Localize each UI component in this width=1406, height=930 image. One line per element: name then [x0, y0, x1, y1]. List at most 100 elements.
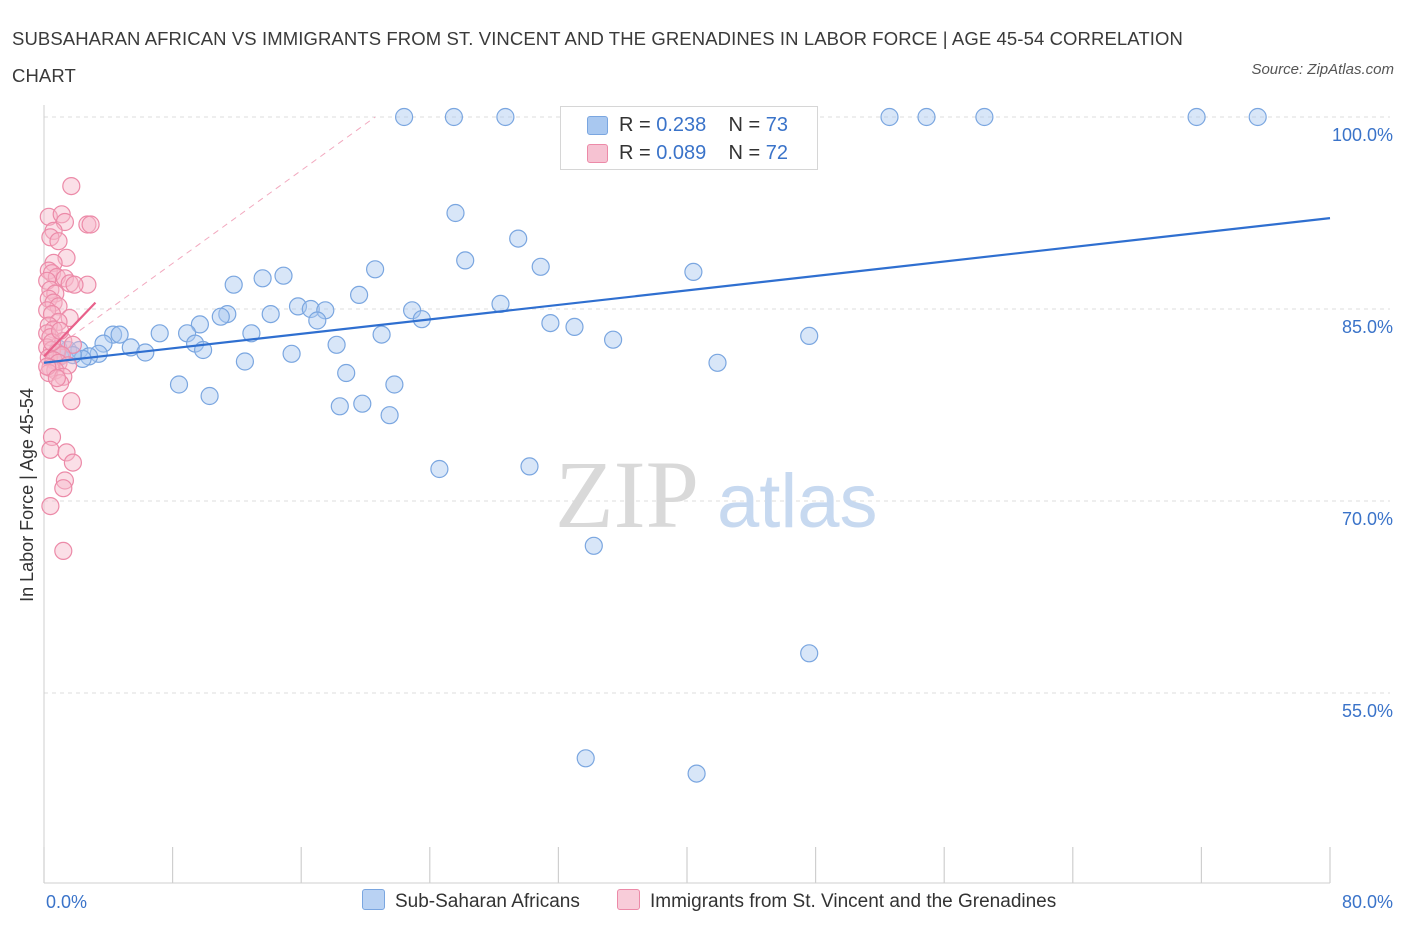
data-point-pink — [62, 177, 81, 196]
data-point-blue — [1187, 107, 1206, 127]
data-point-blue — [531, 257, 550, 276]
data-point-pink — [62, 392, 81, 411]
data-point-blue — [366, 260, 385, 279]
data-point-blue — [190, 315, 209, 334]
legend-n-label: N = — [728, 114, 761, 136]
data-point-blue — [211, 307, 230, 326]
y-tick-label: 70.0% — [1342, 509, 1393, 529]
data-point-pink — [57, 443, 76, 462]
reference-diagonal — [43, 116, 376, 357]
series-sub-saharan-africans — [49, 107, 1267, 783]
watermark-zip: ZIP — [555, 441, 699, 548]
bottom-legend-pink: Immigrants from St. Vincent and the Gren… — [617, 889, 1056, 913]
data-point-pink — [54, 541, 73, 561]
data-point-blue — [337, 363, 356, 383]
data-point-pink — [63, 335, 83, 354]
legend-swatch-pink — [587, 144, 608, 163]
data-point-blue — [150, 324, 169, 343]
gridlines — [44, 116, 1390, 694]
data-point-blue — [372, 325, 391, 344]
data-point-blue — [350, 285, 369, 304]
bottom-legend-swatch-pink — [617, 889, 640, 910]
x-tick-label: 0.0% — [46, 892, 87, 912]
data-point-blue — [800, 644, 819, 663]
watermark-atlas: atlas — [717, 459, 878, 544]
data-point-blue — [330, 397, 349, 416]
data-point-blue — [327, 335, 346, 354]
y-tick-label: 85.0% — [1342, 317, 1393, 337]
tick-labels: 100.0% 85.0% 70.0% 55.0% 0.0% 80.0% — [46, 125, 1393, 912]
data-point-blue — [708, 353, 727, 372]
data-point-blue — [169, 375, 189, 394]
data-point-blue — [1248, 107, 1267, 127]
data-point-blue — [584, 536, 603, 555]
data-point-pink — [47, 369, 67, 388]
data-point-blue — [308, 311, 327, 330]
data-point-blue — [282, 344, 301, 363]
legend-r-value-pink: 0.089 — [656, 142, 707, 164]
data-point-blue — [800, 326, 819, 345]
legend-r-label: R = — [619, 114, 651, 136]
data-point-blue — [509, 229, 528, 248]
data-point-blue — [94, 334, 113, 353]
data-point-blue — [687, 764, 706, 783]
data-point-blue — [444, 107, 463, 127]
legend-n-value-pink: 72 — [765, 142, 789, 164]
trend-line-blue — [43, 217, 1331, 364]
bottom-legend-label-blue: Sub-Saharan Africans — [395, 891, 580, 912]
data-point-blue — [353, 394, 372, 413]
legend-r-label: R = — [619, 142, 651, 164]
bottom-legend-label-pink: Immigrants from St. Vincent and the Gren… — [650, 891, 1057, 912]
data-point-blue — [446, 203, 465, 223]
axes — [43, 105, 1331, 884]
legend-swatch-blue — [587, 116, 608, 135]
data-point-pink — [50, 321, 70, 340]
data-point-blue — [261, 305, 280, 324]
source-label: Source: ZipAtlas.com — [1251, 61, 1394, 78]
data-point-blue — [380, 406, 399, 425]
data-point-blue — [224, 275, 243, 294]
data-point-blue — [385, 375, 404, 394]
data-point-blue — [110, 325, 129, 344]
data-point-blue — [520, 457, 539, 476]
data-point-pink — [81, 215, 100, 234]
data-point-pink — [60, 308, 79, 328]
data-point-pink — [41, 497, 60, 516]
data-point-blue — [496, 107, 515, 127]
chart-title: SUBSAHARAN AFRICAN VS IMMIGRANTS FROM ST… — [12, 28, 1183, 86]
data-point-pink — [54, 479, 73, 498]
data-point-blue — [430, 459, 449, 479]
data-point-pink — [55, 471, 75, 490]
data-point-pink — [41, 440, 60, 459]
data-point-blue — [200, 386, 219, 406]
data-point-blue — [456, 251, 475, 270]
data-point-blue — [242, 324, 261, 343]
data-point-blue — [880, 107, 899, 127]
x-tick-label: 80.0% — [1342, 892, 1393, 912]
data-point-blue — [565, 317, 584, 336]
data-point-pink — [65, 275, 84, 294]
legend-box: R = 0.238 N = 73 R = 0.089 N = 72 — [560, 106, 818, 170]
y-axis-label: In Labor Force | Age 45-54 — [17, 388, 37, 602]
data-point-blue — [576, 749, 595, 768]
data-point-blue — [235, 352, 254, 371]
legend-n-label: N = — [728, 142, 761, 164]
data-point-blue — [917, 107, 936, 127]
data-point-pink — [50, 374, 70, 393]
bottom-legend-swatch-blue — [362, 889, 385, 910]
trend-lines — [43, 217, 1331, 364]
y-tick-label: 100.0% — [1332, 125, 1393, 145]
data-point-pink — [78, 275, 97, 294]
data-point-blue — [395, 107, 414, 127]
legend-r-value-blue: 0.238 — [656, 114, 707, 136]
data-point-pink — [63, 453, 83, 472]
data-point-blue — [301, 299, 320, 319]
data-point-blue — [253, 269, 272, 288]
data-point-blue — [274, 266, 293, 285]
trend-line-pink — [43, 301, 97, 358]
data-point-blue — [975, 107, 994, 127]
data-point-pink — [49, 232, 68, 251]
bottom-legend-blue: Sub-Saharan Africans — [362, 889, 580, 913]
data-point-blue — [684, 262, 703, 281]
